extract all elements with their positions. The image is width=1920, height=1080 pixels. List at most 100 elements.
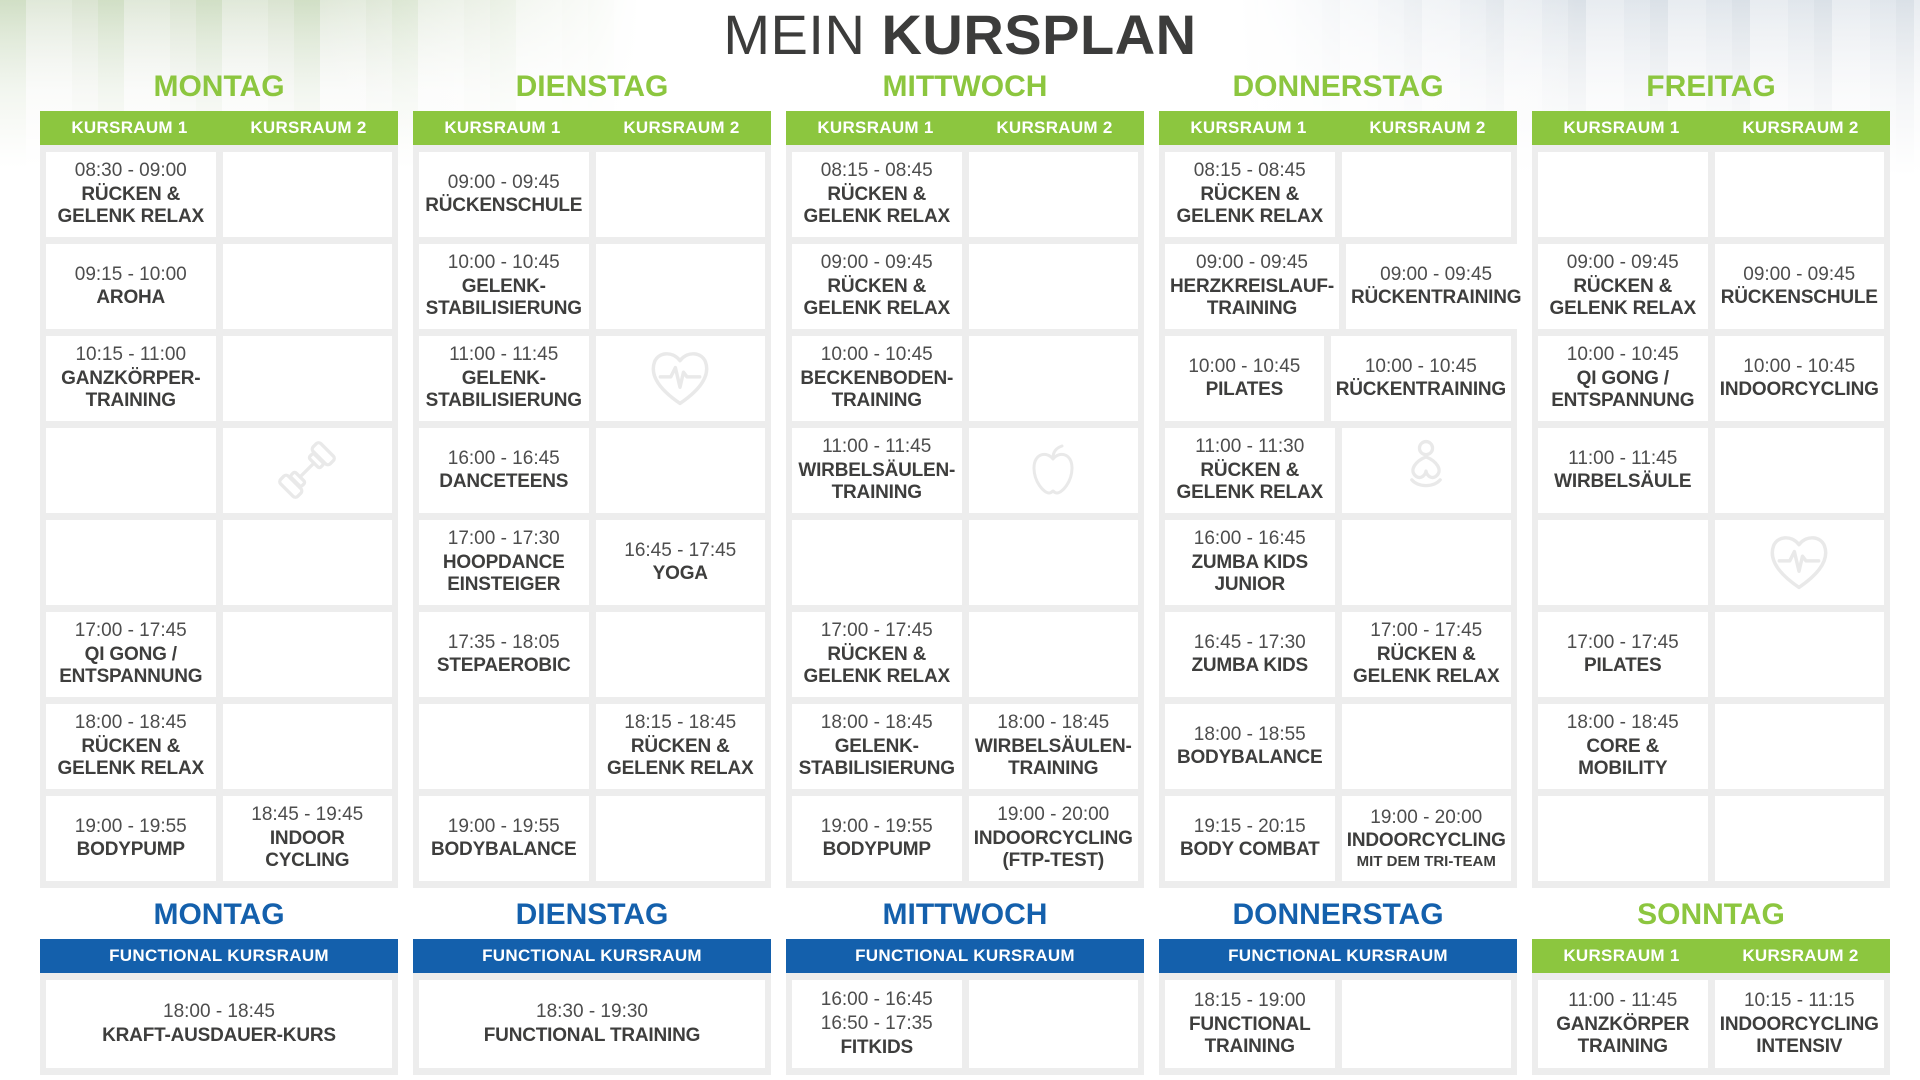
course-cell: 11:00 - 11:45 GANZKÖRPER TRAINING [1538, 979, 1708, 1068]
course-time: 19:00 - 20:00 [1370, 806, 1483, 828]
bottom-day-column-mittwoch: MITTWOCH FUNCTIONAL KURSRAUM 16:00 - 16:45… [786, 898, 1144, 1075]
course-time: 09:00 - 09:45 [1566, 252, 1679, 274]
course-time: 17:00 - 17:45 [1370, 620, 1483, 642]
schedule-row: 18:00 - 18:45 CORE & MOBILITY [1538, 703, 1884, 789]
course-time: 11:00 - 11:45 [1568, 989, 1678, 1011]
course-cell: 18:30 - 19:30 FUNCTIONAL TRAINING [419, 979, 765, 1068]
schedule-row: 16:45 - 17:30 ZUMBA KIDS 17:00 - 17:45 RÜCK… [1165, 611, 1511, 697]
course-sub: MIT DEM TRI-TEAM [1356, 852, 1496, 870]
course-cell [1714, 703, 1884, 789]
schedule-row: 18:15 - 18:45 RÜCKEN & GELENK RELAX [419, 703, 765, 789]
room-label: KURSRAUM 2 [1742, 117, 1859, 137]
room-label: KURSRAUM 1 [444, 117, 561, 137]
course-time: 16:00 - 16:45 [1193, 528, 1306, 550]
course-name: GELENK-STABILISIERUNG [425, 368, 582, 412]
room-header-bar: KURSRAUM 1 KURSRAUM 2 [1159, 110, 1517, 145]
course-time: 08:15 - 08:45 [820, 160, 933, 182]
schedule-row: 10:00 - 10:45 BECKENBODEN-TRAINING [792, 335, 1138, 421]
course-cell [222, 427, 392, 513]
room-label: KURSRAUM 2 [250, 117, 367, 137]
course-cell [1714, 611, 1884, 697]
course-name: BECKENBODEN-TRAINING [800, 368, 954, 412]
schedule-row: 18:00 - 18:55 BODYBALANCE [1165, 703, 1511, 789]
course-cell [46, 519, 216, 605]
course-cell [595, 335, 765, 421]
room-label: KURSRAUM 1 [1190, 117, 1307, 137]
course-cell [1714, 795, 1884, 881]
schedule-row: 08:30 - 09:00 RÜCKEN & GELENK RELAX [46, 151, 392, 237]
course-name: BODYBALANCE [1176, 747, 1323, 769]
course-name: GELENK-STABILISIERUNG [798, 736, 955, 780]
day-table: KURSRAUM 1 KURSRAUM 2 11:00 - 11:45 GANZKÖR… [1532, 938, 1890, 1075]
course-time: 09:00 - 09:45 [820, 252, 933, 274]
course-name: STEPAEROBIC [436, 655, 571, 677]
day-title: MITTWOCH [882, 70, 1048, 103]
schedule-row: 11:00 - 11:45 GANZKÖRPER TRAINING 10:15 - … [1538, 979, 1884, 1068]
schedule-row: 11:00 - 11:45 GELENK-STABILISIERUNG [419, 335, 765, 421]
day-title: DIENSTAG [515, 70, 669, 103]
room-header-bar: KURSRAUM 1 KURSRAUM 2 [1532, 110, 1890, 145]
course-name: RÜCKEN & GELENK RELAX [57, 736, 205, 780]
course-cell: 11:00 - 11:45 GELENK-STABILISIERUNG [419, 335, 589, 421]
page-title: MEIN KURSPLAN [0, 2, 1920, 67]
course-time: 16:45 - 17:45 [624, 539, 737, 561]
course-name: AROHA [96, 287, 166, 309]
room-label: KURSRAUM 1 [1563, 117, 1680, 137]
day-title: MONTAG [153, 898, 285, 931]
course-time: 10:00 - 10:45 [1743, 355, 1856, 377]
course-time: 19:15 - 20:15 [1193, 815, 1306, 837]
course-time: 18:00 - 18:45 [163, 1001, 275, 1023]
course-name: RÜCKEN & GELENK RELAX [1549, 276, 1697, 320]
schedule-row: 18:00 - 18:45 GELENK-STABILISIERUNG 18:00 … [792, 703, 1138, 789]
day-title: MITTWOCH [882, 898, 1048, 931]
course-cell: 18:45 - 19:45 INDOOR CYCLING [222, 795, 392, 881]
course-name: KRAFT-AUSDAUER-KURS [102, 1024, 336, 1046]
course-cell: 17:35 - 18:05 STEPAEROBIC [419, 611, 589, 697]
course-time: 10:00 - 10:45 [447, 252, 560, 274]
schedule-row [46, 427, 392, 513]
day-column-donnerstag: DONNERSTAG KURSRAUM 1 KURSRAUM 2 08:15 - 08… [1159, 70, 1527, 888]
schedule-row [46, 519, 392, 605]
course-time: 17:35 - 18:05 [447, 631, 560, 653]
course-cell [222, 335, 392, 421]
course-cell: 10:00 - 10:45 RÜCKENTRAINING [1330, 335, 1511, 421]
apple-icon [1032, 444, 1074, 495]
schedule-row: 11:00 - 11:30 RÜCKEN & GELENK RELAX [1165, 427, 1511, 513]
day-title: DONNERSTAG [1232, 898, 1444, 931]
course-time: 08:15 - 08:45 [1193, 160, 1306, 182]
course-name: QI GONG / ENTSPANNUNG [1551, 368, 1695, 412]
day-table: KURSRAUM 1 KURSRAUM 2 08:15 - 08:45 RÜCKEN … [1159, 110, 1527, 888]
course-cell [222, 703, 392, 789]
course-cell: 18:00 - 18:45 CORE & MOBILITY [1538, 703, 1708, 789]
course-cell: 11:00 - 11:30 RÜCKEN & GELENK RELAX [1165, 427, 1335, 513]
schedule-row: 17:35 - 18:05 STEPAEROBIC [419, 611, 765, 697]
schedule-row [1538, 151, 1884, 237]
course-name: GANZKÖRPER-TRAINING [61, 368, 201, 412]
functional-room-label: FUNCTIONAL KURSRAUM [482, 945, 702, 965]
bottom-day-column-dienstag: DIENSTAG FUNCTIONAL KURSRAUM 18:30 - 19:30… [413, 898, 771, 1075]
schedule-row: 17:00 - 17:45 PILATES [1538, 611, 1884, 697]
course-cell [1341, 519, 1511, 605]
schedule-row: 09:00 - 09:45 HERZKREISLAUF-TRAINING 09:00… [1165, 243, 1527, 329]
course-cell: 19:00 - 19:55 BODYPUMP [792, 795, 962, 881]
schedule-row: 19:00 - 19:55 BODYPUMP 18:45 - 19:45 INDOOR… [46, 795, 392, 881]
course-cell: 18:15 - 19:00 FUNCTIONAL TRAINING [1165, 979, 1335, 1068]
course-cell [968, 243, 1138, 329]
course-time: 16:00 - 16:45 [447, 447, 560, 469]
course-time: 17:00 - 17:45 [74, 620, 187, 642]
course-cell: 16:00 - 16:45 DANCETEENS [419, 427, 589, 513]
course-cell: 10:00 - 10:45 GELENK-STABILISIERUNG [419, 243, 589, 329]
course-time: 19:00 - 19:55 [74, 815, 187, 837]
schedule-row: 09:00 - 09:45 RÜCKEN & GELENK RELAX [792, 243, 1138, 329]
schedule-row: 08:15 - 08:45 RÜCKEN & GELENK RELAX [1165, 151, 1511, 237]
course-cell: 18:15 - 18:45 RÜCKEN & GELENK RELAX [595, 703, 765, 789]
room-label: KURSRAUM 2 [623, 117, 740, 137]
course-name: BODYBALANCE [430, 839, 577, 861]
functional-room-label: FUNCTIONAL KURSRAUM [1228, 945, 1448, 965]
course-name: RÜCKEN & GELENK RELAX [57, 184, 205, 228]
schedule-row: 10:00 - 10:45 PILATES 10:00 - 10:45 RÜCKENT… [1165, 335, 1511, 421]
room-label: KURSRAUM 1 [1563, 945, 1680, 965]
room-label: KURSRAUM 1 [817, 117, 934, 137]
course-time: 09:00 - 09:45 [1380, 263, 1493, 285]
